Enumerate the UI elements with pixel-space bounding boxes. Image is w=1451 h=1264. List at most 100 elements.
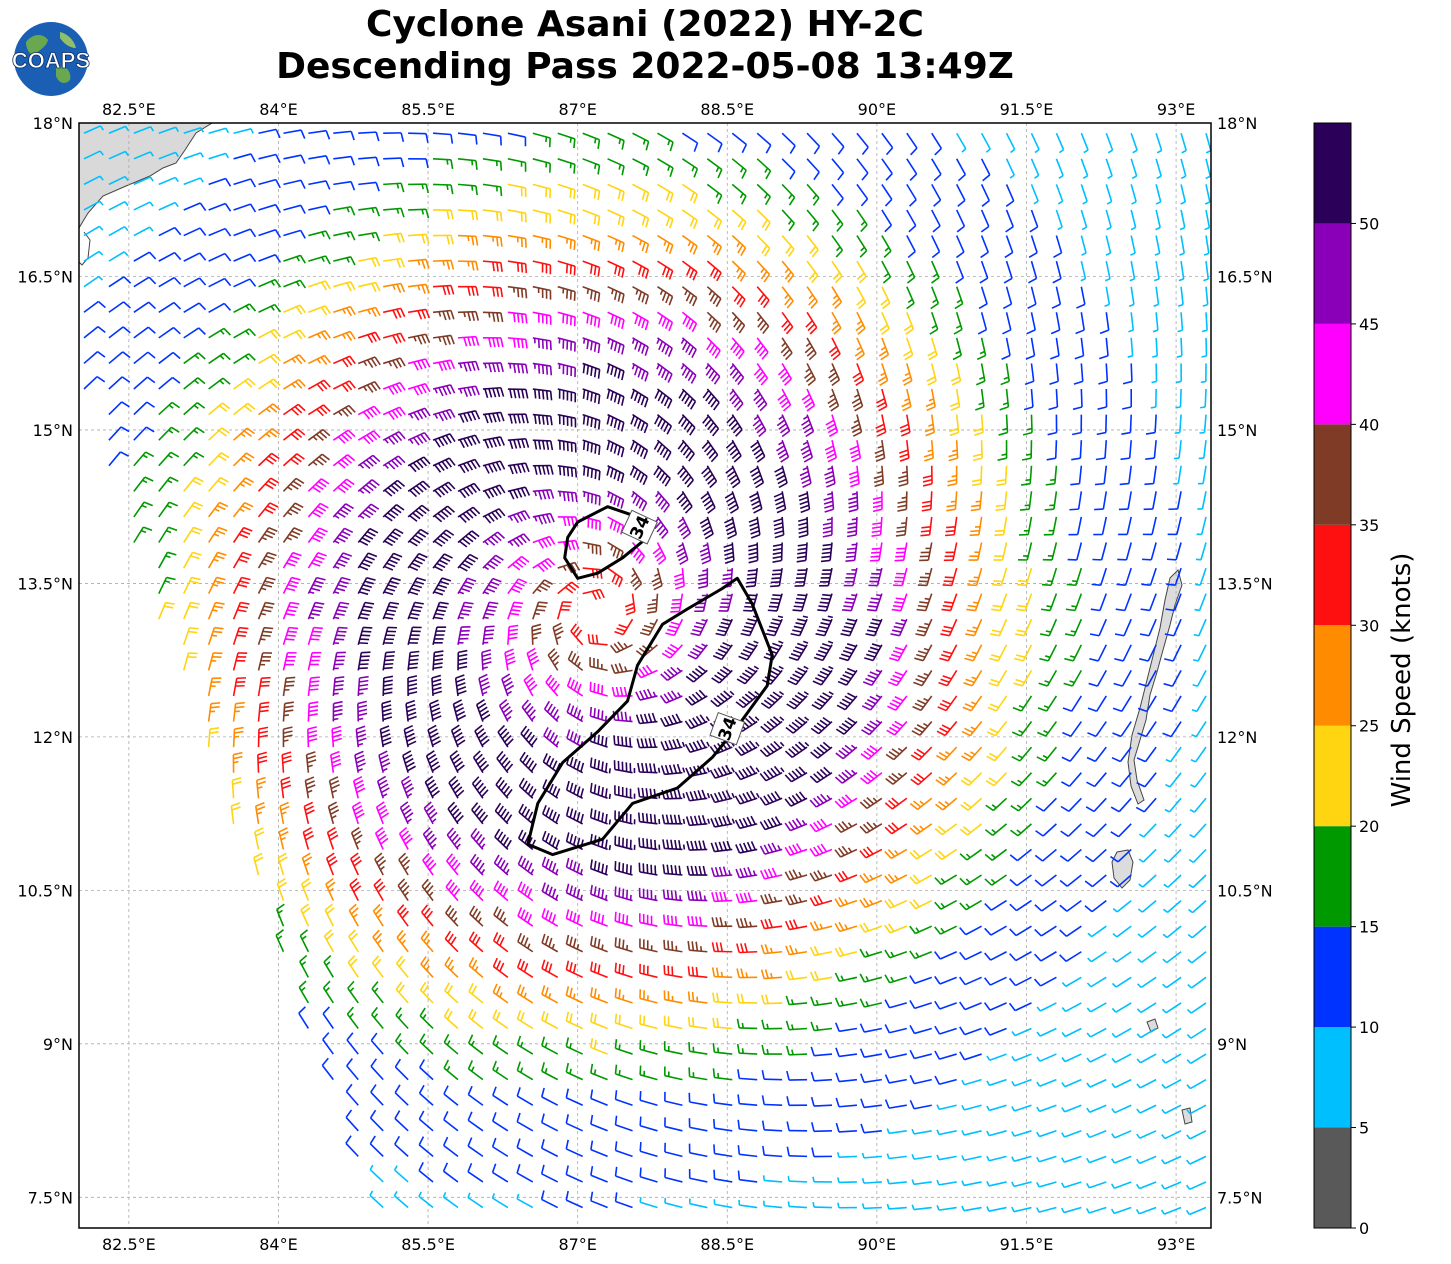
wind-barb: [158, 276, 182, 288]
wind-barb: [133, 426, 155, 441]
wind-barb: [1030, 184, 1039, 205]
colorbar-tick-label: 40: [1359, 415, 1379, 434]
wind-barb: [663, 1041, 683, 1055]
wind-barb: [208, 252, 232, 262]
wind-barb: [614, 1192, 633, 1209]
wind-barb: [635, 688, 658, 701]
wind-barb: [785, 1020, 808, 1031]
wind-barb: [1001, 337, 1011, 360]
wind-barb: [468, 957, 484, 978]
wind-barb: [1138, 848, 1157, 863]
wind-barb: [300, 878, 312, 901]
wind-barb: [482, 183, 503, 197]
wind-barb: [842, 593, 858, 612]
wind-barb: [681, 260, 698, 281]
wind-barb: [332, 454, 356, 469]
wind-barb: [282, 477, 305, 492]
wind-barb: [864, 643, 883, 662]
wind-barb: [1053, 235, 1063, 258]
wind-barb: [419, 981, 434, 1004]
wind-barb: [348, 903, 359, 927]
wind-barb: [457, 482, 481, 499]
wind-barb: [1136, 1053, 1157, 1064]
wind-barb: [1112, 951, 1132, 963]
wind-barb: [762, 1175, 783, 1183]
wind-barb: [750, 439, 766, 463]
wind-barb: [407, 552, 428, 571]
wind-barb: [898, 465, 909, 487]
wind-barb: [860, 769, 883, 785]
wind-barb: [1111, 1078, 1132, 1089]
wind-barb: [233, 253, 257, 263]
wind-barb: [418, 1084, 434, 1106]
wind-barb: [305, 751, 317, 773]
wind-barb: [969, 516, 983, 537]
wind-barb: [233, 377, 256, 390]
wind-barb: [1203, 235, 1210, 256]
wind-barb: [280, 776, 292, 799]
india-coast: [79, 123, 213, 229]
wind-barb: [108, 175, 129, 186]
wind-barb: [872, 491, 883, 513]
wind-barb: [607, 567, 624, 588]
wind-barb: [183, 152, 204, 160]
wind-barb: [614, 1039, 633, 1055]
wind-barb: [996, 465, 1008, 487]
wind-barb: [407, 601, 424, 620]
wind-barb: [450, 724, 466, 748]
wind-barb: [407, 626, 422, 645]
wind-barb: [938, 669, 958, 687]
wind-barb: [659, 690, 683, 704]
wind-barb: [1185, 1181, 1207, 1191]
wind-barb: [787, 665, 809, 686]
wind-barb: [614, 618, 634, 636]
wind-barb: [283, 254, 306, 264]
wind-barb: [457, 577, 477, 595]
wind-barb: [959, 899, 983, 911]
wind-barbs: [83, 125, 1211, 1216]
wind-barb: [1051, 286, 1062, 309]
wind-barb: [664, 1168, 683, 1183]
wind-barb: [690, 618, 709, 637]
wind-barb: [333, 155, 356, 166]
wind-barb: [912, 695, 933, 712]
wind-barb: [986, 1053, 1007, 1061]
wind-barb: [1136, 1130, 1157, 1139]
wind-barb: [665, 618, 684, 637]
wind-barb: [787, 1201, 808, 1209]
wind-barb: [1061, 746, 1082, 762]
wind-barb: [333, 130, 355, 141]
wind-barb: [1059, 848, 1082, 862]
wind-barb: [322, 980, 334, 1004]
wind-barb: [959, 925, 982, 936]
wind-barb: [208, 327, 231, 339]
wind-barb: [325, 852, 338, 876]
wind-barb: [784, 894, 808, 906]
wind-barb: [482, 411, 505, 424]
wind-barb: [208, 352, 231, 365]
wind-barb: [632, 286, 650, 305]
wind-barb: [1071, 440, 1083, 461]
wind-barb: [964, 644, 983, 662]
wind-barb: [761, 1019, 783, 1030]
wind-barb: [442, 1191, 459, 1209]
wind-barb: [394, 1058, 409, 1081]
wind-barb: [686, 865, 708, 876]
wind-barb: [966, 593, 983, 612]
wind-barb: [276, 878, 288, 901]
wind-barb: [254, 827, 265, 850]
wind-barb: [332, 552, 353, 570]
wind-barb: [961, 1180, 982, 1187]
wind-barb: [809, 843, 833, 857]
lon-tick-label: 93°E: [1157, 1235, 1195, 1254]
wind-barb: [357, 527, 379, 546]
wind-barb: [333, 280, 356, 292]
wind-barb: [785, 945, 808, 956]
wind-barb: [1161, 1053, 1182, 1064]
wind-barb: [371, 1006, 384, 1029]
wind-barb: [614, 835, 636, 851]
wind-barb: [418, 1191, 434, 1209]
wind-barb: [868, 567, 883, 587]
wind-barb: [632, 234, 650, 254]
wind-barb: [784, 919, 808, 931]
